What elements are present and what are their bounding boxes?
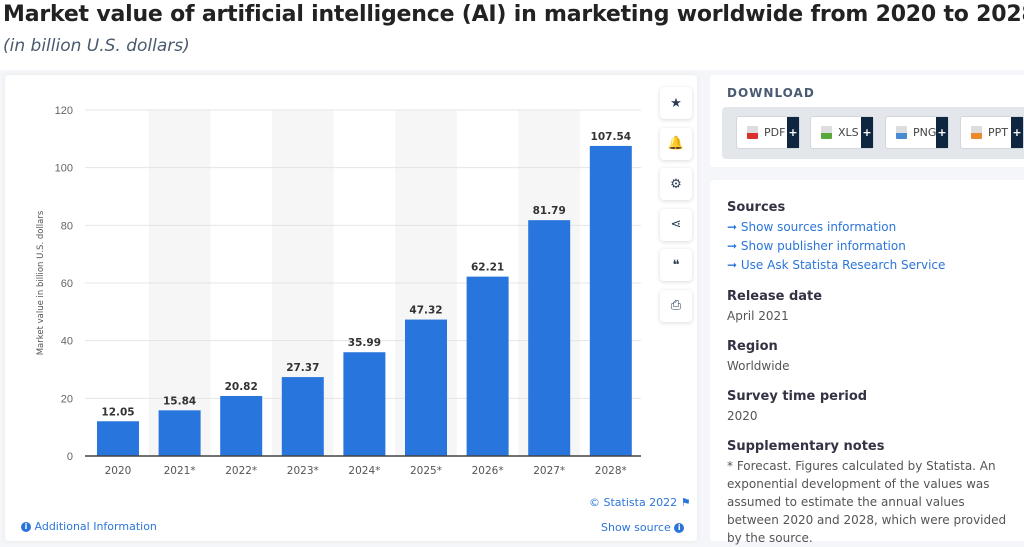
x-tick-label: 2028* bbox=[595, 465, 627, 477]
x-tick-label: 2026* bbox=[472, 465, 504, 477]
y-tick-label: 40 bbox=[61, 336, 73, 348]
bar-chart: 0 20 40 60 80 100 120 12.05 2020 15.84 2021* 20.82 2… bbox=[36, 105, 641, 477]
print-icon: ⎙ bbox=[670, 298, 682, 313]
x-tick-label: 2025* bbox=[410, 465, 442, 477]
x-tick-label: 2023* bbox=[287, 465, 319, 477]
star-button[interactable]: ★ bbox=[660, 87, 692, 119]
ppt-file-icon bbox=[971, 126, 982, 139]
plus-icon[interactable]: + bbox=[787, 117, 799, 148]
survey-period: 2020 bbox=[727, 409, 758, 423]
flag-icon: ⚑ bbox=[680, 496, 691, 509]
download-buttons: PDF + XLS + PNG + PPT + bbox=[722, 107, 1024, 159]
y-tick-label: 80 bbox=[61, 220, 73, 232]
quote-icon: ❝ bbox=[672, 257, 680, 273]
info-icon: i bbox=[21, 522, 31, 532]
y-tick-label: 20 bbox=[61, 393, 73, 405]
bar bbox=[405, 319, 447, 456]
bell-icon: 🔔 bbox=[667, 136, 685, 151]
bar bbox=[343, 352, 386, 456]
gear-button[interactable]: ⚙ bbox=[660, 168, 692, 200]
y-tick-label: 100 bbox=[55, 163, 73, 175]
data-label: 107.54 bbox=[591, 131, 632, 143]
download-label: PDF bbox=[764, 126, 786, 139]
bar bbox=[528, 220, 571, 456]
page-subtitle: (in billion U.S. dollars) bbox=[3, 36, 190, 56]
bar bbox=[281, 377, 324, 456]
data-label: 15.84 bbox=[163, 395, 196, 407]
download-label: XLS bbox=[838, 126, 859, 139]
png-file-icon bbox=[896, 126, 907, 139]
print-button[interactable]: ⎙ bbox=[660, 289, 692, 322]
download-pdf-button[interactable]: PDF + bbox=[736, 116, 800, 149]
sources-title: Sources bbox=[727, 200, 786, 215]
plus-icon[interactable]: + bbox=[1011, 117, 1023, 148]
y-axis-label: Market value in billion U.S. dollars bbox=[36, 210, 46, 355]
y-tick-label: 60 bbox=[61, 278, 73, 290]
y-tick-label: 0 bbox=[67, 451, 73, 463]
x-tick-label: 2027* bbox=[533, 465, 565, 477]
bar bbox=[97, 421, 139, 456]
data-label: 12.05 bbox=[101, 406, 134, 418]
y-tick-label: 120 bbox=[55, 105, 73, 117]
quote-button[interactable]: ❝ bbox=[660, 249, 692, 281]
bar bbox=[220, 395, 263, 456]
share-icon: ⋖ bbox=[670, 217, 682, 232]
show-publisher-link[interactable]: ➞ Show publisher information bbox=[727, 239, 906, 253]
pdf-file-icon bbox=[747, 126, 758, 139]
notes-title: Supplementary notes bbox=[727, 439, 885, 454]
chart-card: 0 20 40 60 80 100 120 12.05 2020 15.84 2021* 20.82 2… bbox=[5, 75, 697, 541]
bar bbox=[466, 276, 509, 456]
star-icon: ★ bbox=[670, 95, 682, 111]
bar bbox=[589, 145, 632, 456]
data-label: 20.82 bbox=[225, 381, 258, 393]
show-sources-link[interactable]: ➞ Show sources information bbox=[727, 220, 897, 234]
data-label: 47.32 bbox=[409, 305, 442, 317]
gear-icon: ⚙ bbox=[670, 176, 682, 192]
data-label: 81.79 bbox=[533, 205, 566, 217]
plus-icon[interactable]: + bbox=[861, 117, 873, 148]
data-label: 35.99 bbox=[348, 337, 381, 349]
copyright[interactable]: © Statista 2022 ⚑ bbox=[589, 496, 691, 509]
survey-title: Survey time period bbox=[727, 389, 868, 404]
download-label: PPT bbox=[988, 126, 1008, 139]
share-button[interactable]: ⋖ bbox=[660, 208, 692, 241]
plus-icon[interactable]: + bbox=[936, 117, 948, 148]
download-xls-button[interactable]: XLS + bbox=[810, 116, 874, 149]
info-icon: i bbox=[674, 523, 685, 533]
bell-button[interactable]: 🔔 bbox=[660, 127, 692, 160]
download-png-button[interactable]: PNG + bbox=[885, 116, 949, 149]
x-tick-label: 2024* bbox=[348, 465, 380, 477]
download-ppt-button[interactable]: PPT + bbox=[960, 116, 1024, 149]
xls-file-icon bbox=[821, 126, 832, 139]
download-title: DOWNLOAD bbox=[727, 86, 815, 100]
release-title: Release date bbox=[727, 289, 823, 304]
additional-information-link[interactable]: i Additional Information bbox=[21, 520, 157, 533]
notes: * Forecast. Figures calculated by Statis… bbox=[727, 459, 1007, 545]
data-label: 62.21 bbox=[471, 262, 504, 274]
region-title: Region bbox=[727, 339, 778, 354]
show-source-link[interactable]: Show source i bbox=[601, 521, 685, 534]
page-title: Market value of artificial intelligence … bbox=[3, 2, 1024, 27]
ask-statista-link[interactable]: ➞ Use Ask Statista Research Service bbox=[727, 258, 946, 272]
release-date: April 2021 bbox=[727, 309, 789, 323]
data-label: 27.37 bbox=[286, 362, 319, 374]
region: Worldwide bbox=[727, 359, 790, 373]
download-panel: DOWNLOAD PDF + XLS + PNG + PPT + bbox=[710, 75, 1024, 167]
x-tick-label: 2021* bbox=[164, 465, 196, 477]
download-label: PNG bbox=[913, 126, 937, 139]
x-tick-label: 2022* bbox=[225, 465, 257, 477]
bar bbox=[158, 410, 201, 456]
info-panel: Sources ➞ Show sources information ➞ Sho… bbox=[710, 180, 1024, 545]
header bbox=[0, 0, 1024, 70]
x-tick-label: 2020 bbox=[105, 465, 132, 477]
